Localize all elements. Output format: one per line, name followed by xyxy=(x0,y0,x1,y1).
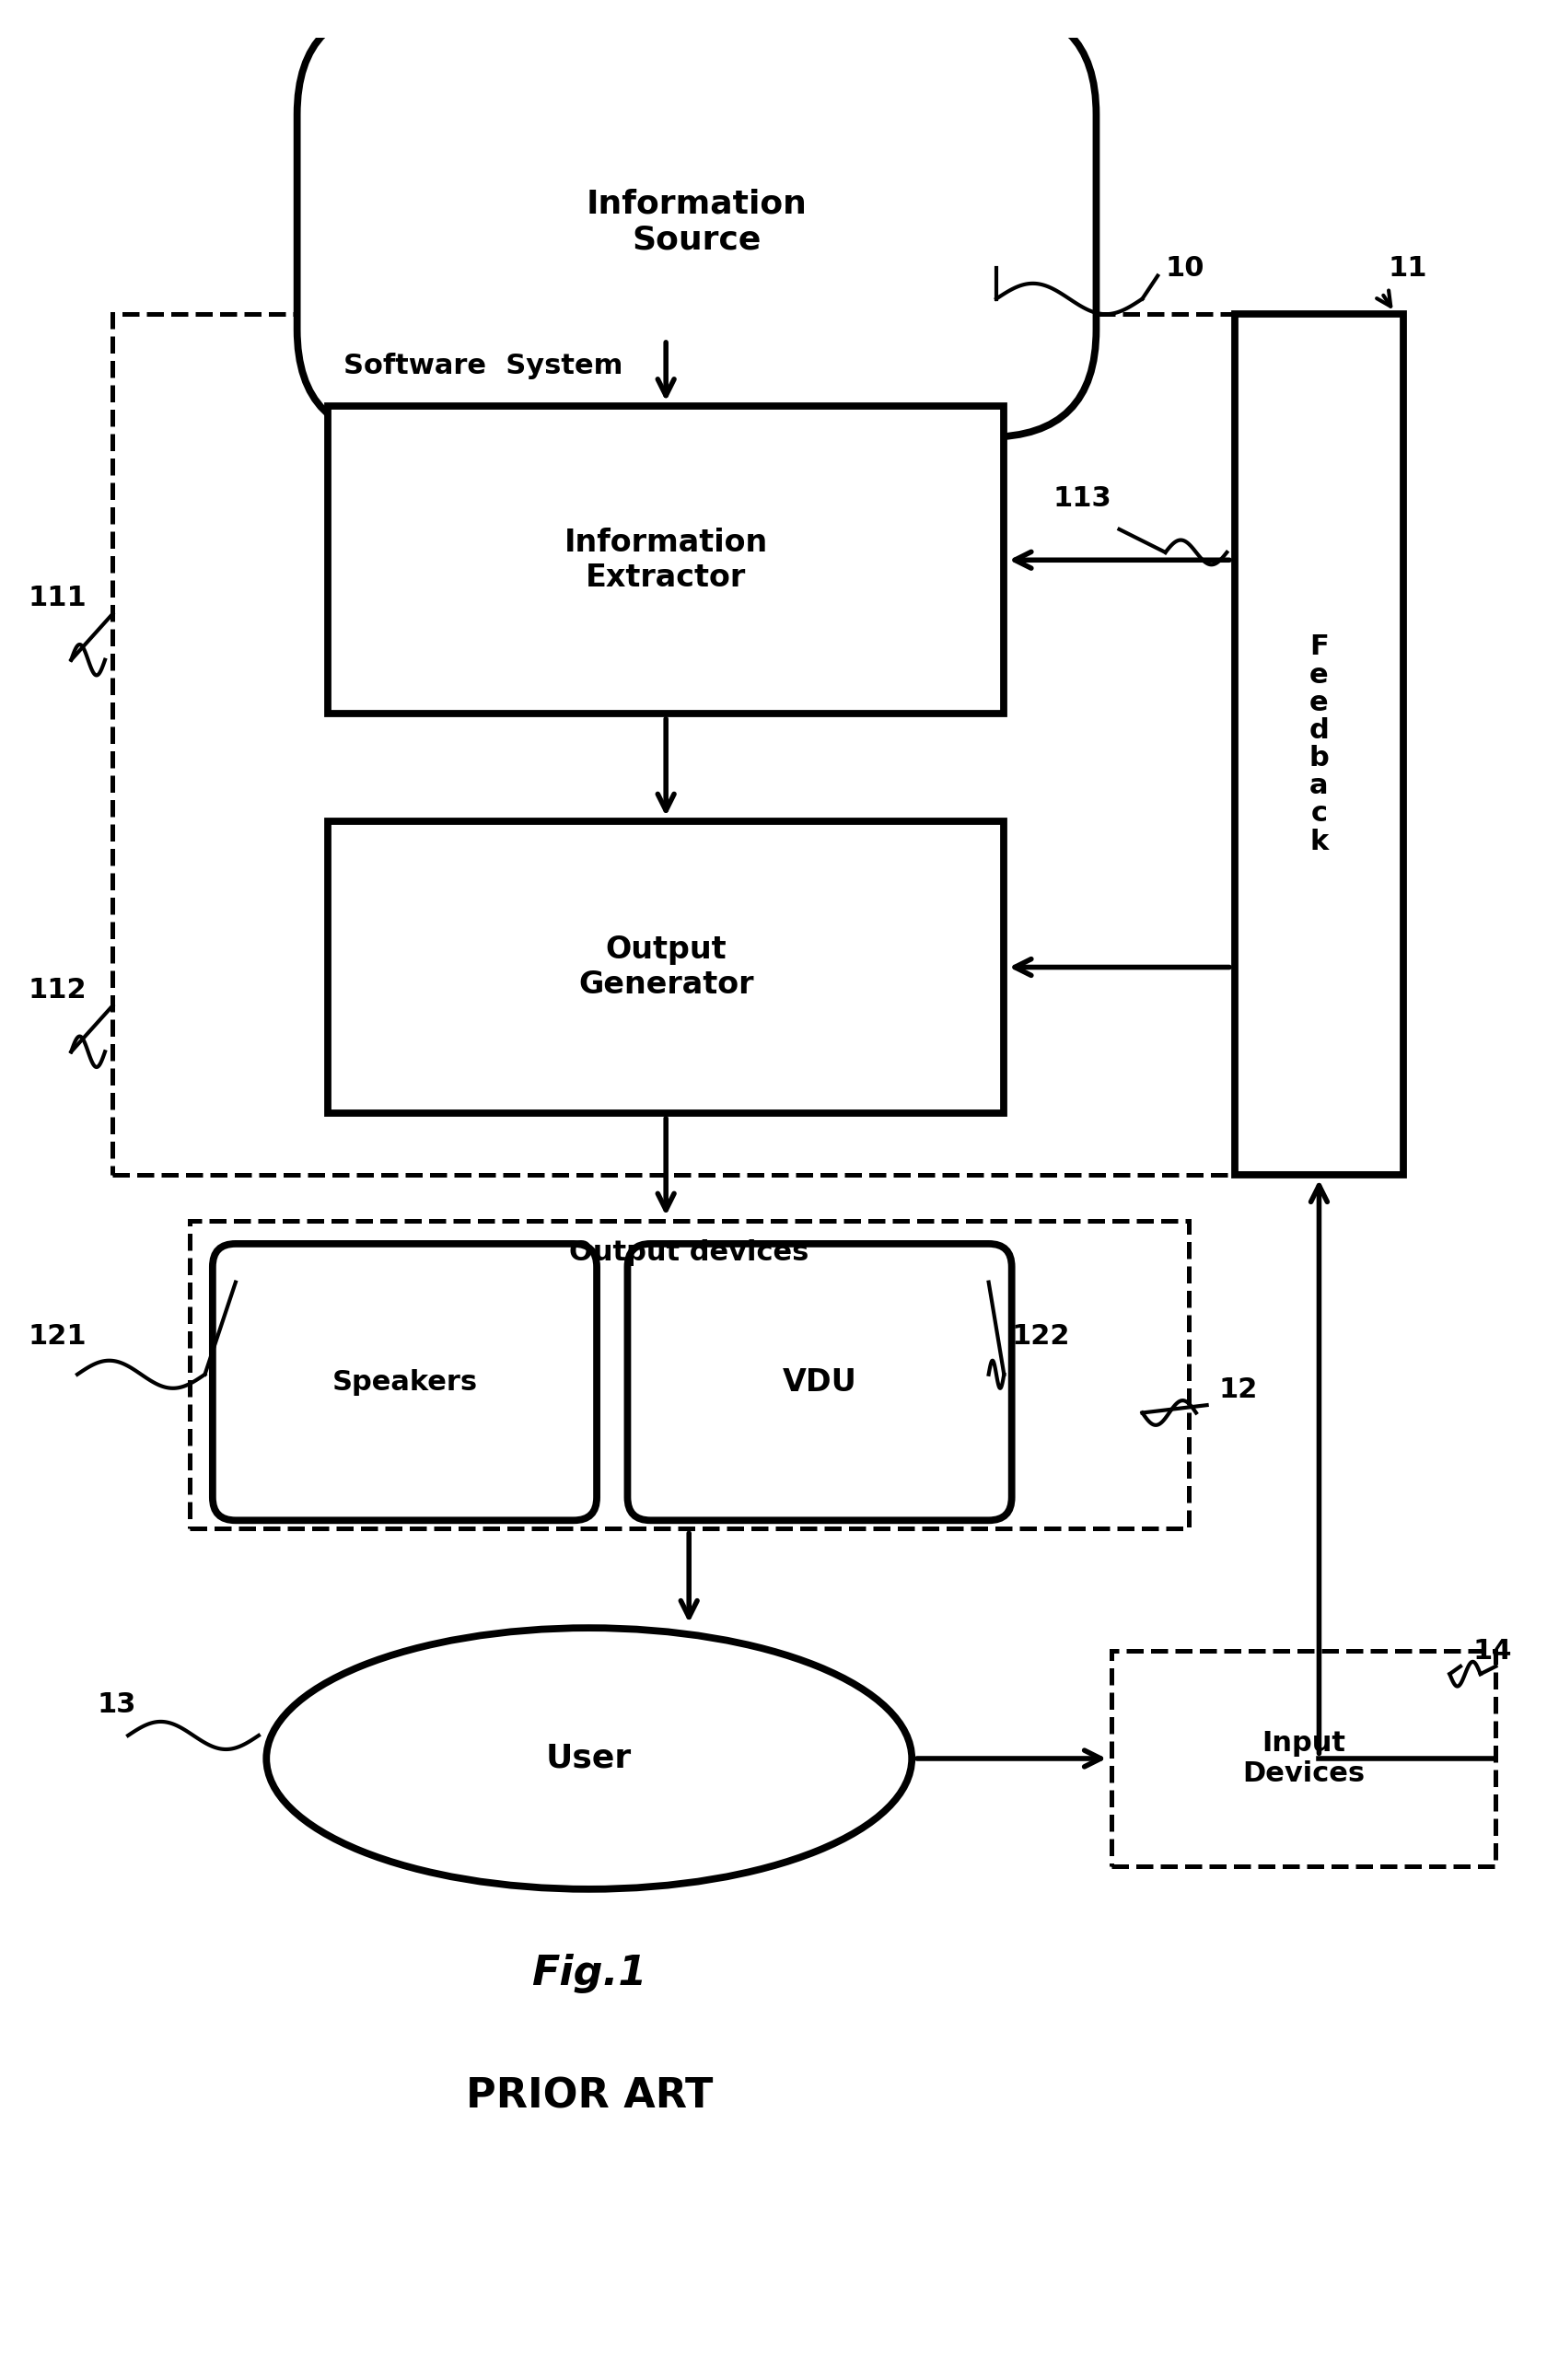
Text: User: User xyxy=(546,1742,633,1773)
Text: 122: 122 xyxy=(1012,1323,1071,1349)
Text: PRIOR ART: PRIOR ART xyxy=(466,2078,713,2116)
Text: 14: 14 xyxy=(1473,1637,1511,1664)
Text: 12: 12 xyxy=(1219,1376,1258,1404)
Text: 121: 121 xyxy=(28,1323,87,1349)
Text: Information
Extractor: Information Extractor xyxy=(565,528,767,593)
Bar xyxy=(113,314,1403,1176)
Text: F
e
e
d
b
a
c
k: F e e d b a c k xyxy=(1309,633,1329,854)
Text: Fig.1: Fig.1 xyxy=(531,1954,647,1994)
Bar xyxy=(1235,314,1403,1176)
Text: Information
Source: Information Source xyxy=(586,188,808,255)
FancyBboxPatch shape xyxy=(297,7,1097,438)
Text: 113: 113 xyxy=(1054,486,1112,512)
Text: VDU: VDU xyxy=(783,1366,857,1397)
Text: 10: 10 xyxy=(1165,255,1205,281)
Text: Output
Generator: Output Generator xyxy=(579,935,753,1000)
Ellipse shape xyxy=(266,1628,911,1890)
Bar xyxy=(1112,1652,1496,1866)
Bar xyxy=(190,1221,1188,1528)
Text: 112: 112 xyxy=(28,976,87,1004)
Bar xyxy=(328,821,1004,1114)
Bar xyxy=(328,407,1004,714)
Text: Software  System: Software System xyxy=(343,352,622,378)
FancyBboxPatch shape xyxy=(628,1245,1012,1521)
Text: Output devices: Output devices xyxy=(569,1240,809,1266)
FancyBboxPatch shape xyxy=(212,1245,597,1521)
Text: 11: 11 xyxy=(1388,255,1428,281)
Text: Input
Devices: Input Devices xyxy=(1242,1730,1364,1787)
Text: 111: 111 xyxy=(28,585,87,612)
Text: 13: 13 xyxy=(97,1692,136,1718)
Text: Speakers: Speakers xyxy=(333,1368,478,1395)
